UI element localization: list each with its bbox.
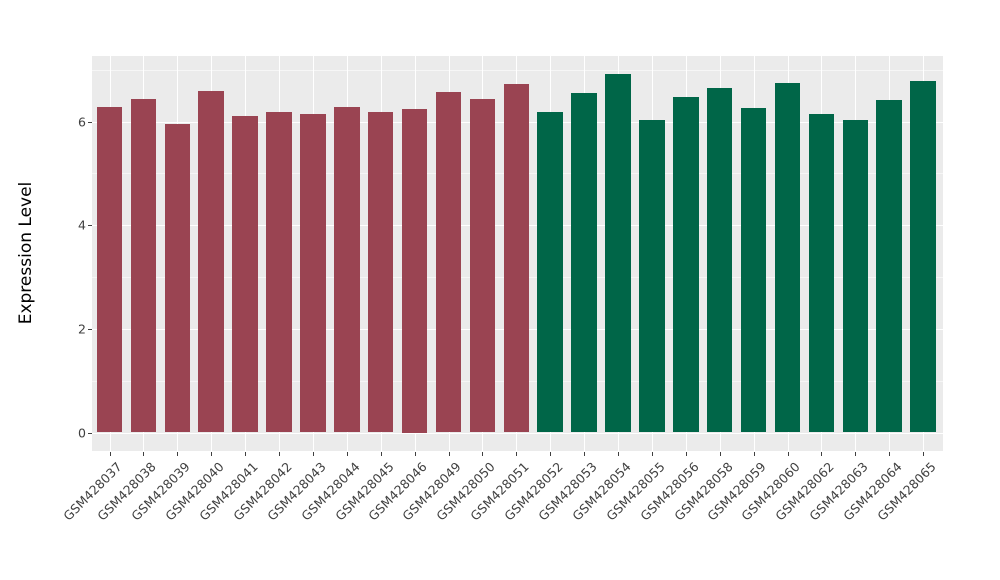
- x-tick-mark: [482, 452, 484, 456]
- y-axis-title: Expression Level: [16, 181, 36, 325]
- gridline-minor-y: [92, 69, 943, 71]
- bar: [842, 120, 869, 433]
- bar: [198, 91, 224, 433]
- bar: [537, 111, 563, 433]
- bar: [266, 111, 292, 433]
- x-tick-mark: [584, 452, 586, 456]
- bar: [706, 88, 733, 433]
- x-tick-mark: [516, 452, 518, 456]
- bar: [334, 107, 360, 433]
- plot-panel: [92, 56, 943, 451]
- x-tick-mark: [787, 452, 789, 456]
- x-tick-mark: [143, 452, 145, 456]
- bar: [164, 123, 191, 433]
- bar: [503, 83, 530, 433]
- x-tick-mark: [279, 452, 280, 456]
- x-tick-mark: [414, 452, 416, 456]
- y-tick-mark: [88, 121, 92, 123]
- bar: [435, 91, 462, 433]
- x-tick-mark: [346, 452, 348, 456]
- x-tick-mark: [550, 452, 552, 456]
- bar: [469, 99, 496, 433]
- y-tick-mark: [88, 432, 92, 434]
- bar: [740, 107, 767, 433]
- x-tick-mark: [618, 452, 619, 456]
- x-tick-mark: [245, 452, 247, 456]
- bar: [367, 111, 394, 433]
- y-tick-label: 6: [78, 114, 86, 130]
- bar: [876, 99, 902, 433]
- bar: [910, 81, 936, 433]
- x-tick-mark: [211, 452, 213, 456]
- bar: [96, 107, 123, 433]
- y-tick-label: 2: [78, 321, 86, 337]
- x-tick-mark: [889, 452, 891, 456]
- bar: [130, 99, 157, 433]
- x-tick-mark: [651, 452, 653, 456]
- bar: [605, 74, 631, 433]
- x-tick-mark: [448, 452, 450, 456]
- x-tick-mark: [312, 452, 314, 456]
- bar: [808, 113, 835, 433]
- bar: [639, 119, 665, 433]
- gridline-major-y: [92, 432, 943, 434]
- x-tick-mark: [719, 452, 721, 456]
- y-tick-mark: [88, 328, 92, 330]
- x-tick-mark: [685, 452, 687, 456]
- x-tick-mark: [923, 452, 925, 456]
- x-tick-mark: [821, 452, 823, 456]
- y-tick-label: 0: [78, 425, 86, 440]
- x-tick-mark: [753, 452, 755, 456]
- x-tick-mark: [177, 452, 179, 456]
- x-tick-mark: [855, 452, 857, 456]
- bar: [300, 113, 326, 433]
- bar: [673, 97, 699, 433]
- y-tick-label: 4: [78, 217, 86, 233]
- bar: [232, 115, 258, 433]
- x-tick-mark: [380, 452, 382, 456]
- bar: [774, 82, 801, 433]
- x-tick-mark: [109, 452, 111, 456]
- bar: [571, 93, 597, 433]
- y-tick-mark: [88, 225, 92, 227]
- bar: [401, 108, 428, 433]
